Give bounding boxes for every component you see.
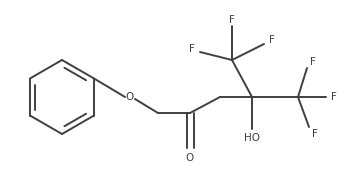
Text: F: F — [189, 44, 195, 54]
Text: F: F — [269, 35, 275, 45]
Text: F: F — [331, 92, 337, 102]
Text: F: F — [310, 57, 316, 67]
Text: O: O — [186, 153, 194, 163]
Text: O: O — [126, 92, 134, 102]
Text: HO: HO — [244, 133, 260, 143]
Text: F: F — [312, 129, 318, 139]
Text: F: F — [229, 15, 235, 25]
